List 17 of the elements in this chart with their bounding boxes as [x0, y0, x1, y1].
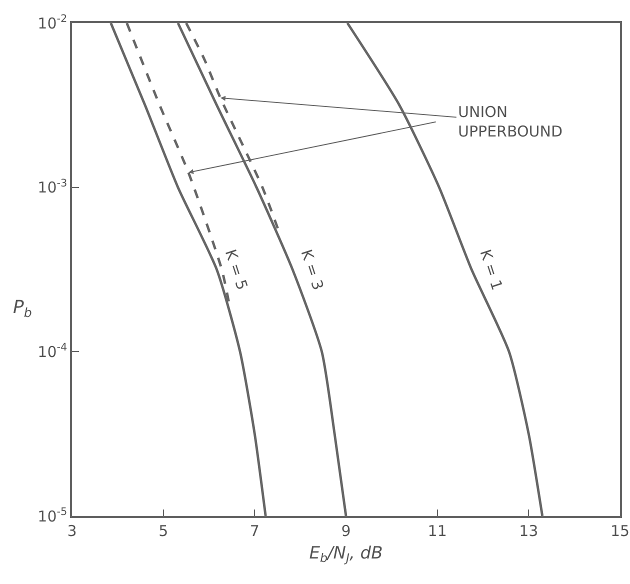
- x-tick-label: 9: [341, 522, 351, 540]
- y-axis-title: P$_{b}$: [13, 297, 32, 320]
- x-tick-label: 7: [250, 522, 260, 540]
- x-tick-label: 11: [428, 522, 447, 540]
- x-axis-title: E$_{b}$/N$_{J}$, dB: [309, 544, 383, 566]
- x-tick-label: 13: [519, 522, 538, 540]
- text: K = 1: [476, 247, 506, 292]
- text: K = 3: [297, 247, 328, 292]
- x-tick-label: 5: [158, 522, 168, 540]
- x-tick-label: 3: [67, 522, 77, 540]
- y-tick-label: 10$^{-3}$: [38, 177, 68, 197]
- text: K = 5: [221, 247, 252, 292]
- annotation: UNION UPPERBOUND: [458, 103, 563, 140]
- y-tick-label: 10$^{-5}$: [38, 506, 68, 526]
- y-tick-label: 10$^{-2}$: [38, 12, 68, 32]
- x-tick-label: 15: [610, 522, 630, 540]
- y-tick-label: 10$^{-4}$: [38, 342, 68, 361]
